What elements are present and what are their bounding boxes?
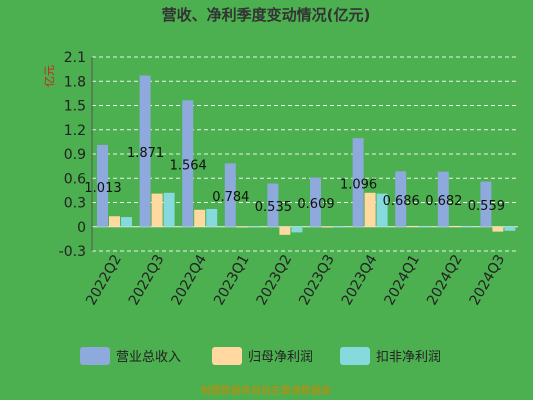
bar-net-profit: [279, 226, 291, 235]
plot-area: -0.3 0 0.3 0.6 0.9 1.2 1.5 1.8 2.1 1.013 2022Q2 1.8…: [59, 50, 518, 308]
legend-swatch: [80, 347, 110, 365]
legend-swatch: [212, 347, 242, 365]
data-label: 1.871: [127, 146, 164, 161]
bar-revenue: [267, 183, 279, 227]
y-tick-label: -0.3: [59, 244, 86, 260]
bar-deducted-profit: [121, 217, 132, 227]
x-tick-label: 2022Q2: [83, 252, 125, 308]
x-tick-label: 2022Q3: [126, 252, 168, 308]
legend-label: 归母净利润: [248, 350, 313, 365]
y-tick-label: 1.2: [64, 123, 86, 139]
bar-revenue: [395, 171, 407, 227]
source-note: 制图数据来自恒生聚源数据库: [201, 384, 331, 397]
data-label: 0.559: [468, 199, 505, 214]
bar-deducted-profit: [291, 226, 303, 233]
legend-label: 扣非净利润: [376, 350, 441, 365]
data-label: 0.784: [212, 190, 249, 205]
data-label: 0.609: [297, 197, 334, 212]
bar-net-profit: [322, 226, 333, 228]
data-label: 1.096: [340, 177, 377, 192]
data-label: 1.013: [84, 181, 121, 196]
bar-net-profit: [151, 193, 163, 227]
x-tick-label: 2023Q3: [296, 252, 338, 308]
x-tick-label: 2023Q2: [254, 252, 296, 308]
y-tick-label: 0.3: [64, 196, 86, 212]
y-axis-label: 亿元: [43, 65, 56, 87]
bar-deducted-profit: [461, 225, 473, 227]
bar-deducted-profit: [206, 208, 218, 227]
x-tick-label: 2024Q2: [424, 252, 466, 308]
bar-deducted-profit: [376, 193, 388, 227]
bar-deducted-profit: [334, 226, 345, 228]
bar-net-profit: [109, 216, 120, 227]
y-tick-label: 2.1: [64, 50, 86, 66]
bar-revenue: [352, 138, 364, 227]
bar-revenue: [182, 100, 194, 227]
y-tick-label: 0.9: [64, 147, 86, 163]
y-tick-label: 0: [77, 220, 86, 236]
y-tick-label: 1.8: [64, 74, 86, 90]
data-label: 0.686: [383, 194, 420, 209]
x-tick-label: 2022Q4: [168, 252, 210, 308]
bar-net-profit: [364, 192, 376, 227]
chart-title: 营收、净利季度变动情况(亿元): [162, 6, 371, 24]
x-tick-label: 2023Q4: [339, 252, 381, 308]
bar-revenue: [310, 177, 321, 227]
y-tick-label: 1.5: [64, 99, 86, 115]
bar-net-profit: [449, 225, 461, 227]
legend: 营业总收入 归母净利润 扣非净利润: [80, 347, 441, 365]
bar-revenue: [480, 181, 492, 227]
bar-revenue: [97, 144, 108, 227]
data-label: 0.535: [255, 200, 292, 215]
bar-net-profit: [236, 226, 248, 228]
x-tick-label: 2023Q1: [211, 252, 253, 308]
bar-deducted-profit: [163, 192, 175, 227]
x-tick-label: 2024Q3: [467, 252, 509, 308]
data-label: 0.682: [425, 194, 462, 209]
x-tick-label: 2024Q1: [381, 252, 423, 308]
bar-revenue: [224, 163, 236, 227]
bar-deducted-profit: [419, 225, 431, 227]
bar-revenue: [437, 171, 449, 227]
data-label: 1.564: [170, 159, 207, 174]
legend-swatch: [340, 347, 370, 365]
bar-net-profit: [492, 226, 504, 232]
y-tick-label: 0.6: [64, 171, 86, 187]
bar-deducted-profit: [504, 226, 516, 231]
bar-net-profit: [194, 209, 206, 227]
bar-net-profit: [407, 225, 419, 227]
legend-label: 营业总收入: [116, 350, 181, 365]
bar-revenue: [139, 75, 151, 227]
bar-deducted-profit: [248, 226, 260, 228]
